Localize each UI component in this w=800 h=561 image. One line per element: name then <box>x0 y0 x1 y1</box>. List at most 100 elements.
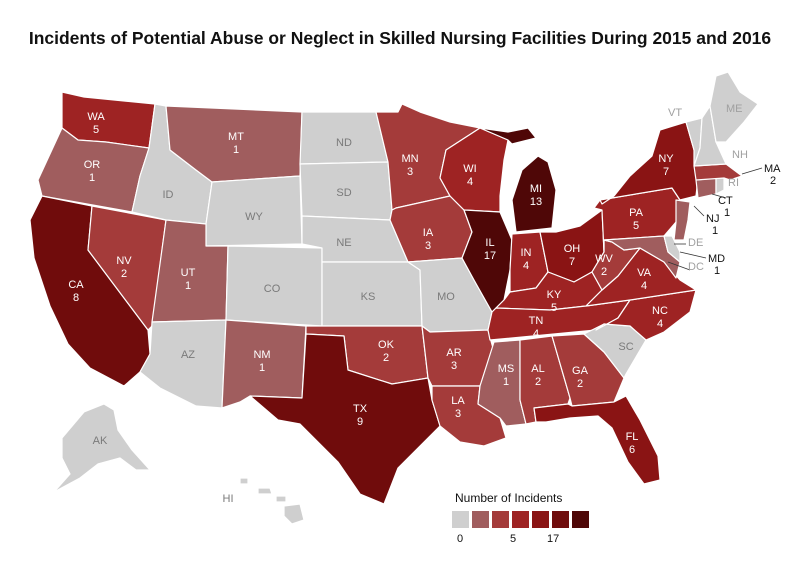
state-label-VA: VA <box>637 267 652 279</box>
state-value-CA: 8 <box>73 292 79 304</box>
state-label-KY: KY <box>547 289 562 301</box>
state-MA[interactable] <box>693 163 743 181</box>
state-label-MD: MD <box>708 253 725 265</box>
legend-title: Number of Incidents <box>455 491 563 505</box>
state-label-NC: NC <box>652 305 668 317</box>
state-label-DE: DE <box>688 237 703 249</box>
state-label-MT: MT <box>228 131 244 143</box>
state-value-NY: 7 <box>663 166 669 178</box>
state-label-OH: OH <box>564 243 581 255</box>
state-value-GA: 2 <box>577 378 583 390</box>
state-label-IA: IA <box>423 227 434 239</box>
legend-swatch-4 <box>532 511 549 528</box>
state-label-ID: ID <box>163 189 174 201</box>
state-label-NM: NM <box>253 349 270 361</box>
state-value-WV: 2 <box>601 266 607 278</box>
state-label-MI: MI <box>530 183 542 195</box>
state-label-SC: SC <box>618 341 633 353</box>
state-value-UT: 1 <box>185 280 191 292</box>
state-label-OK: OK <box>378 339 395 351</box>
state-value-OR: 1 <box>89 172 95 184</box>
state-label-NH: NH <box>732 149 748 161</box>
state-value-WI: 4 <box>467 176 473 188</box>
state-value-IL: 17 <box>484 250 496 262</box>
state-label-MA: MA <box>764 163 781 175</box>
state-value-WA: 5 <box>93 124 99 136</box>
state-value-NJ: 1 <box>712 225 718 237</box>
legend-swatch-5 <box>552 511 569 528</box>
state-label-WY: WY <box>245 211 263 223</box>
state-label-UT: UT <box>181 267 196 279</box>
leader-lines <box>667 167 763 271</box>
state-label-AK: AK <box>93 435 108 447</box>
state-value-MN: 3 <box>407 166 413 178</box>
state-label-NE: NE <box>336 237 351 249</box>
state-label-VT: VT <box>668 107 682 119</box>
state-value-NM: 1 <box>259 362 265 374</box>
state-value-MI: 13 <box>530 196 542 208</box>
state-label-AL: AL <box>531 363 544 375</box>
state-label-WI: WI <box>463 163 476 175</box>
state-label-WV: WV <box>595 253 613 265</box>
state-label-SD: SD <box>336 187 351 199</box>
state-AK[interactable] <box>53 403 151 493</box>
state-value-AL: 2 <box>535 376 541 388</box>
state-value-NC: 4 <box>657 318 663 330</box>
legend-label-min: 0 <box>457 533 464 545</box>
state-DE[interactable] <box>663 235 681 263</box>
legend-swatch-3 <box>512 511 529 528</box>
state-label-WA: WA <box>87 111 105 123</box>
state-label-FL: FL <box>626 431 639 443</box>
legend-label-mid: 5 <box>510 533 517 545</box>
state-label-TX: TX <box>353 403 368 415</box>
state-value-FL: 6 <box>629 444 635 456</box>
state-label-IL: IL <box>485 237 494 249</box>
state-TX[interactable] <box>249 333 441 505</box>
state-HI[interactable] <box>239 477 305 525</box>
state-label-NY: NY <box>658 153 674 165</box>
state-CT[interactable] <box>695 177 717 199</box>
state-FL[interactable] <box>533 395 661 485</box>
state-AZ[interactable] <box>139 319 227 409</box>
legend-swatch-6 <box>572 511 589 528</box>
state-label-AR: AR <box>446 347 461 359</box>
legend-swatch-1 <box>472 511 489 528</box>
state-NY[interactable] <box>599 121 699 205</box>
state-label-NV: NV <box>116 255 132 267</box>
state-label-MN: MN <box>401 153 418 165</box>
state-labels: WA5OR1CA8NV2IDMT1WYUT1AZCONM1NDSDNEKSOK2… <box>68 103 781 505</box>
state-RI[interactable] <box>715 177 725 195</box>
state-value-AR: 3 <box>451 360 457 372</box>
state-value-VA: 4 <box>641 280 647 292</box>
state-value-OH: 7 <box>569 256 575 268</box>
state-value-TX: 9 <box>357 416 363 428</box>
legend-label-max: 17 <box>547 533 560 545</box>
map-title: Incidents of Potential Abuse or Neglect … <box>28 28 772 48</box>
state-value-OK: 2 <box>383 352 389 364</box>
state-value-KY: 5 <box>551 302 557 314</box>
state-MI[interactable] <box>479 127 557 233</box>
state-WY[interactable] <box>205 175 303 247</box>
state-label-LA: LA <box>451 395 465 407</box>
state-label-PA: PA <box>629 207 644 219</box>
legend-swatch-0 <box>452 511 469 528</box>
state-value-MT: 1 <box>233 144 239 156</box>
state-label-MO: MO <box>437 291 455 303</box>
state-ME[interactable] <box>709 71 759 143</box>
state-label-TN: TN <box>529 315 544 327</box>
state-label-IN: IN <box>521 247 532 259</box>
state-label-ME: ME <box>726 103 743 115</box>
legend-swatch-2 <box>492 511 509 528</box>
state-value-MS: 1 <box>503 376 509 388</box>
state-label-CO: CO <box>264 283 281 295</box>
state-label-HI: HI <box>223 493 234 505</box>
state-value-TN: 4 <box>533 328 539 340</box>
state-label-AZ: AZ <box>181 349 195 361</box>
state-NC[interactable] <box>595 289 697 341</box>
state-value-IN: 4 <box>523 260 529 272</box>
state-label-ND: ND <box>336 137 352 149</box>
state-NJ[interactable] <box>673 199 691 241</box>
state-value-MA: 2 <box>770 175 776 187</box>
state-label-DC: DC <box>688 261 704 273</box>
